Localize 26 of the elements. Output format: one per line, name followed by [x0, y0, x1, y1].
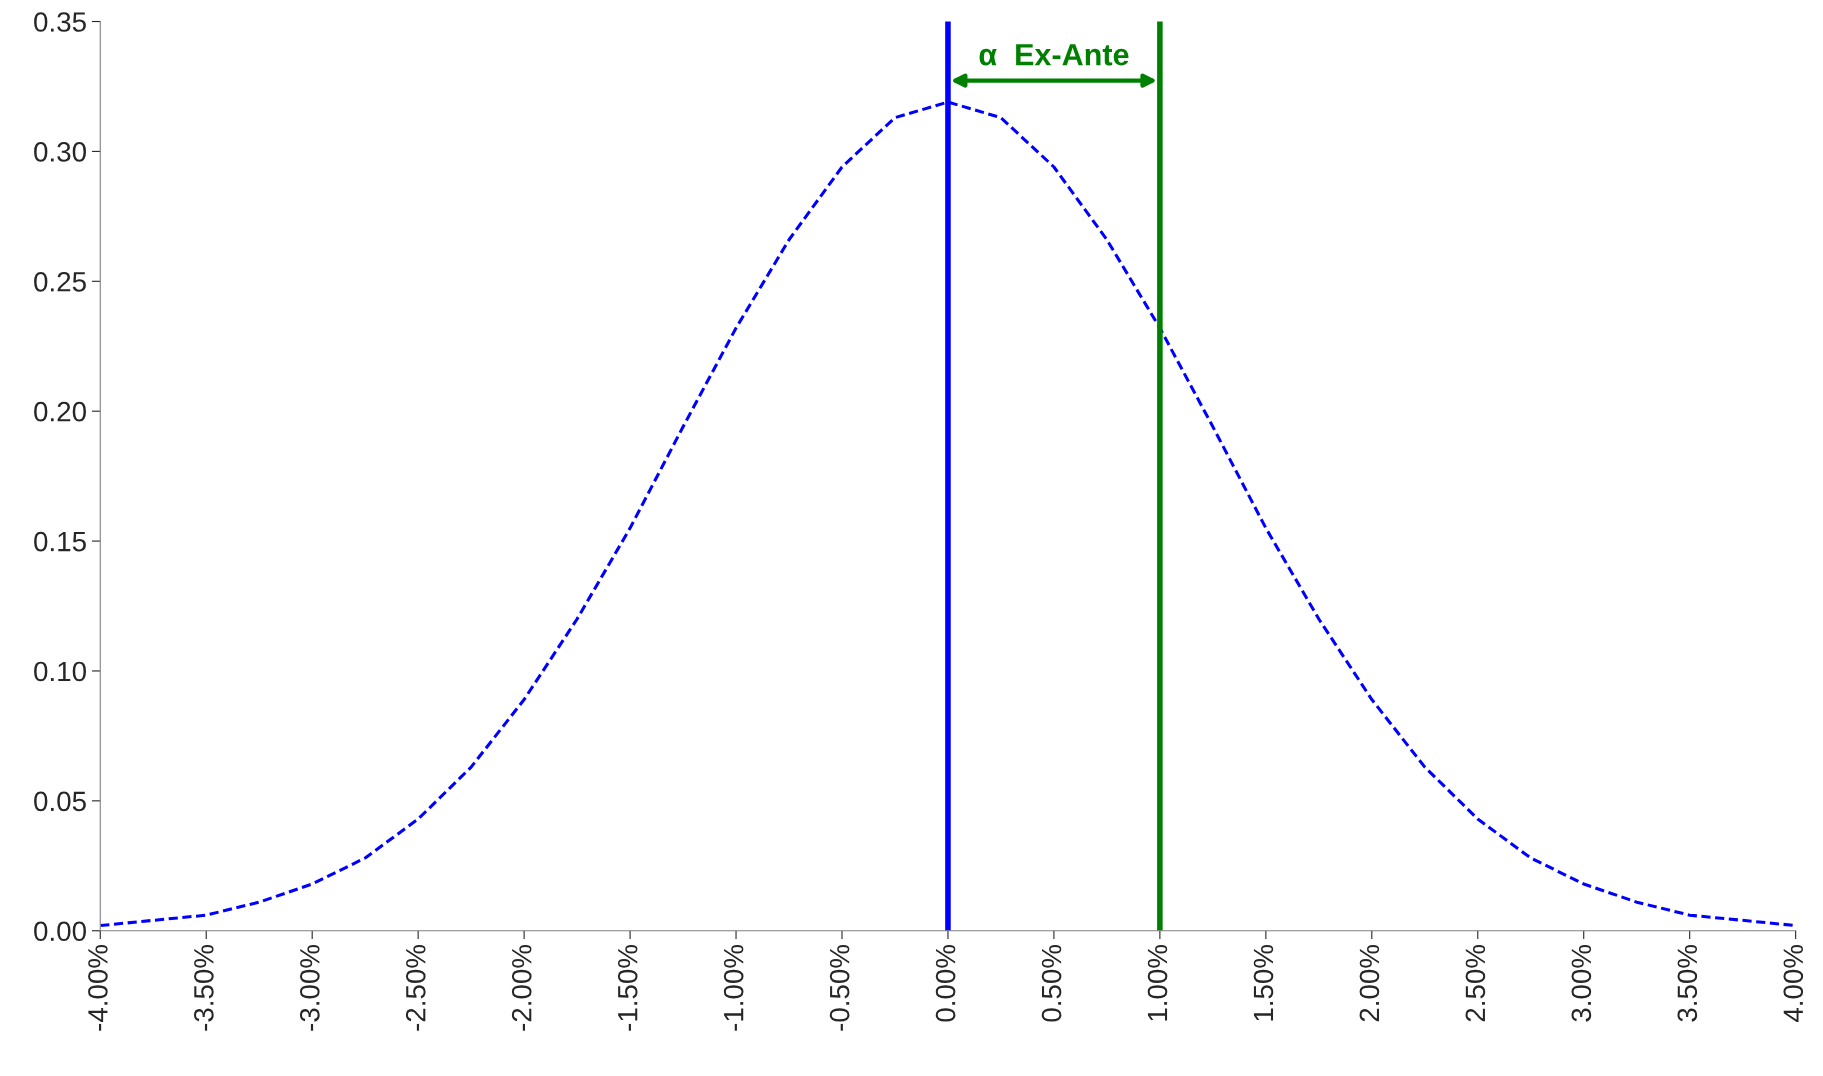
y-tick-label: 0.15 [34, 531, 86, 552]
x-tick-label: 1.50% [1253, 944, 1274, 1021]
x-tick-label: 3.50% [1677, 944, 1698, 1022]
y-tick-label: 0.35 [34, 12, 86, 32]
x-tick-label: 1.00% [1147, 944, 1168, 1021]
x-tick-label: -1.50% [617, 944, 638, 1031]
x-tick-label: -1.00% [723, 944, 744, 1031]
y-tick-label: 0.00 [34, 921, 86, 942]
x-tick-label: 2.50% [1465, 944, 1486, 1022]
y-tick-label: 0.30 [34, 142, 86, 162]
y-tick-label: 0.20 [34, 401, 86, 422]
x-tick-label: -0.50% [829, 944, 850, 1031]
x-tick-label: -3.50% [194, 944, 214, 1031]
x-tick-label: -4.00% [88, 944, 108, 1031]
y-tick-label: 0.25 [34, 271, 86, 292]
x-tick-label: 3.00% [1571, 944, 1592, 1022]
y-tick-label: 0.05 [34, 791, 86, 812]
x-tick-label: 0.50% [1041, 944, 1062, 1022]
x-tick-label: -3.00% [299, 944, 320, 1031]
x-tick-label: 2.00% [1359, 944, 1380, 1022]
x-tick-label: 4.00% [1783, 944, 1804, 1023]
x-tick-label: -2.50% [405, 944, 426, 1031]
y-tick-label: 0.10 [34, 661, 86, 682]
x-tick-label: -2.00% [511, 944, 532, 1031]
annotation: α Ex-Ante [979, 44, 1129, 66]
x-tick-label: 0.00% [935, 944, 956, 1022]
